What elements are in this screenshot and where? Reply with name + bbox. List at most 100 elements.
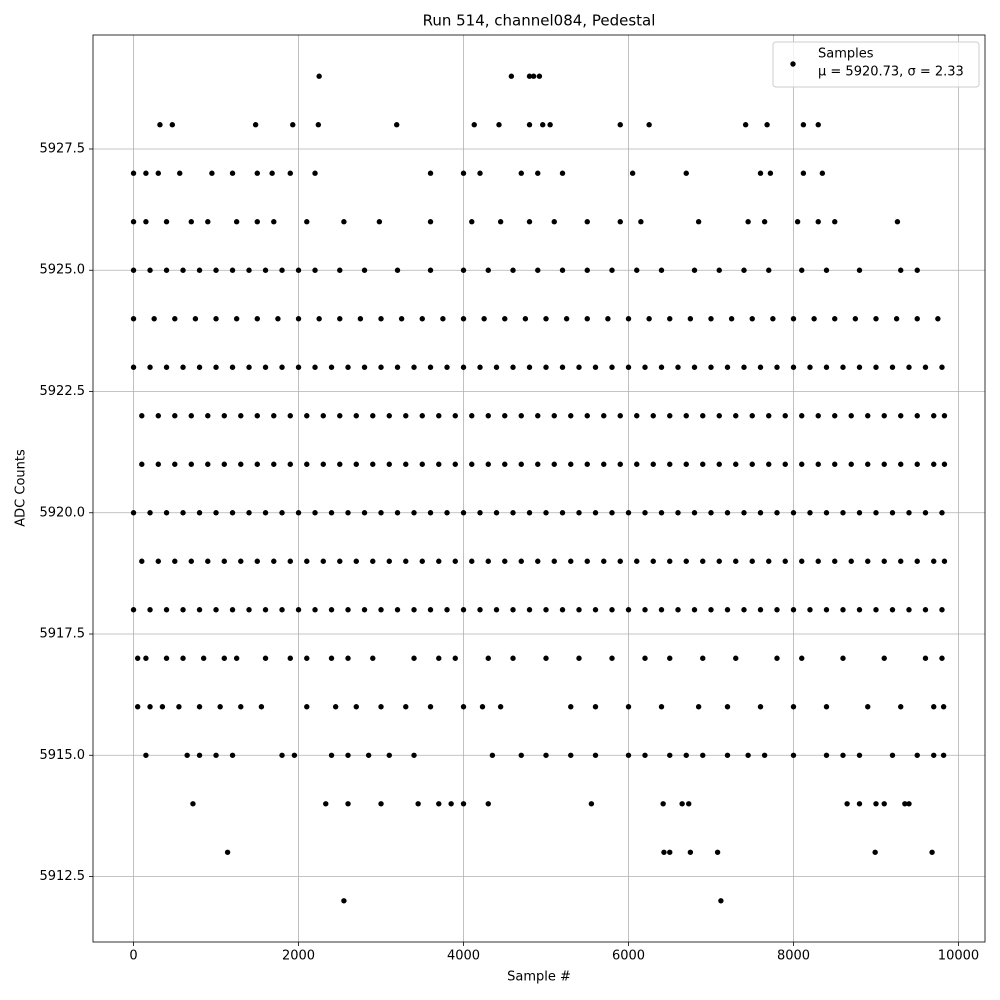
data-point xyxy=(213,510,219,516)
data-point xyxy=(592,752,599,758)
data-point xyxy=(502,316,508,322)
data-point xyxy=(617,558,623,564)
data-point xyxy=(782,413,788,419)
data-point xyxy=(143,219,149,225)
data-point xyxy=(617,219,623,225)
data-point xyxy=(386,558,392,564)
data-point xyxy=(196,364,203,370)
y-tick-label: 5922.5 xyxy=(40,384,86,399)
data-point xyxy=(733,413,739,419)
x-tick-label: 10000 xyxy=(938,949,979,964)
data-point xyxy=(460,170,467,176)
data-point xyxy=(823,510,830,516)
data-point xyxy=(378,510,384,516)
data-point xyxy=(337,267,343,273)
data-point xyxy=(159,704,166,710)
data-point xyxy=(163,219,170,225)
data-point xyxy=(642,655,648,661)
data-point xyxy=(764,122,770,128)
data-point xyxy=(667,316,673,322)
data-point xyxy=(427,267,434,273)
data-point xyxy=(629,170,636,176)
data-point xyxy=(687,849,694,855)
data-point xyxy=(361,267,368,273)
data-point xyxy=(452,461,458,467)
data-point xyxy=(929,849,935,855)
data-point xyxy=(345,752,351,758)
data-point xyxy=(708,316,714,322)
data-point xyxy=(254,219,260,225)
data-point xyxy=(799,461,805,467)
data-point xyxy=(341,219,347,225)
data-point xyxy=(800,122,807,128)
data-point xyxy=(213,267,219,273)
data-point xyxy=(427,607,434,613)
data-point xyxy=(345,607,351,613)
data-point xyxy=(733,461,739,467)
data-point xyxy=(157,122,163,128)
data-point xyxy=(229,510,236,516)
data-point xyxy=(576,655,582,661)
data-point xyxy=(345,510,351,516)
data-point xyxy=(941,461,948,467)
data-point xyxy=(811,316,817,322)
data-point xyxy=(540,122,546,128)
data-point xyxy=(683,558,689,564)
data-point xyxy=(881,413,887,419)
data-point xyxy=(535,461,541,467)
data-point xyxy=(229,170,236,176)
data-point xyxy=(295,364,302,370)
data-point xyxy=(320,461,326,467)
data-point xyxy=(134,704,141,710)
data-point xyxy=(848,558,854,564)
data-point xyxy=(469,413,475,419)
data-point xyxy=(130,267,137,273)
data-point xyxy=(935,316,941,322)
data-point xyxy=(147,364,153,370)
data-point xyxy=(271,219,277,225)
data-point xyxy=(584,267,590,273)
x-tick-label: 2000 xyxy=(282,949,315,964)
data-point xyxy=(865,704,871,710)
data-point xyxy=(386,752,392,758)
data-point xyxy=(190,801,196,807)
data-point xyxy=(625,752,632,758)
data-point xyxy=(749,413,755,419)
data-point xyxy=(229,752,236,758)
data-point xyxy=(444,364,450,370)
data-point xyxy=(205,219,211,225)
y-axis-label: ADC Counts xyxy=(14,449,29,527)
data-point xyxy=(914,558,920,564)
data-point xyxy=(147,510,153,516)
data-point xyxy=(724,704,731,710)
data-point xyxy=(411,364,417,370)
data-point xyxy=(213,316,219,322)
data-point xyxy=(155,170,161,176)
data-point xyxy=(914,752,920,758)
data-point xyxy=(177,170,183,176)
data-point xyxy=(130,364,137,370)
data-point xyxy=(196,704,203,710)
data-point xyxy=(691,510,698,516)
data-point xyxy=(130,316,137,322)
data-point xyxy=(427,510,434,516)
data-point xyxy=(667,413,673,419)
data-point xyxy=(881,461,887,467)
data-point xyxy=(221,655,227,661)
data-point xyxy=(526,607,533,613)
data-point xyxy=(496,122,502,128)
data-point xyxy=(774,607,780,613)
data-point xyxy=(724,752,731,758)
data-point xyxy=(856,364,863,370)
data-point xyxy=(650,461,656,467)
data-point xyxy=(774,364,780,370)
data-point xyxy=(840,607,846,613)
data-point xyxy=(757,607,764,613)
data-point xyxy=(658,510,665,516)
data-point xyxy=(163,655,170,661)
data-point xyxy=(844,801,850,807)
data-point xyxy=(196,607,203,613)
data-point xyxy=(233,655,240,661)
data-point xyxy=(477,170,483,176)
data-point xyxy=(386,413,392,419)
